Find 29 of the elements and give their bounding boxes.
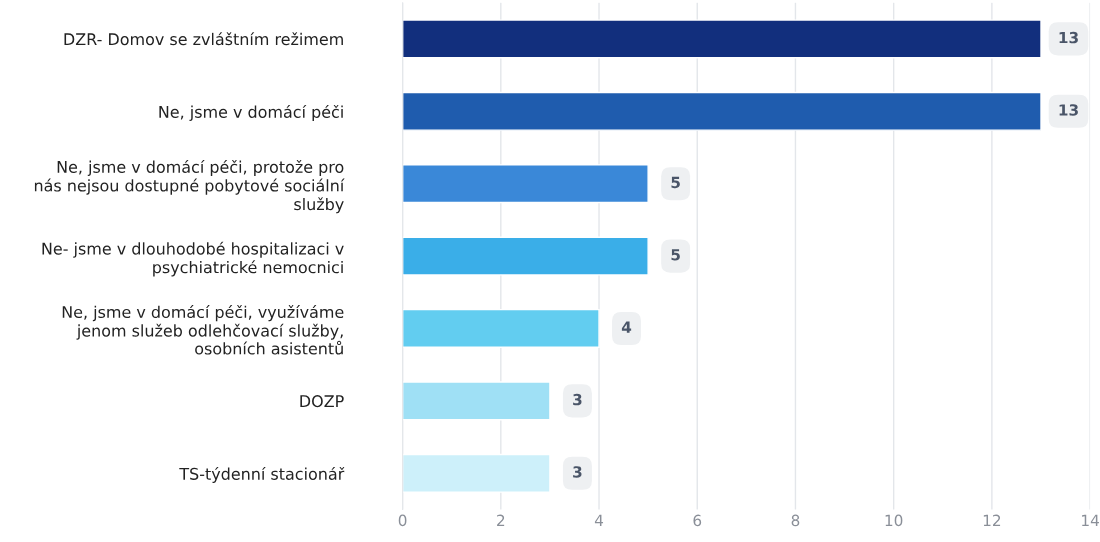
data-label: 4 xyxy=(621,321,632,333)
x-tick-label: 8 xyxy=(791,514,800,527)
data-label: 13 xyxy=(1059,104,1078,116)
y-tick-label: Ne- jsme v dlouhodobé hospitalizaci v psychiatrické nemocnici xyxy=(42,241,344,277)
x-tick-label: 0 xyxy=(398,514,407,527)
y-tick-label: TS-týdenní stacionář xyxy=(179,466,345,483)
bar xyxy=(402,164,649,204)
y-tick-label: Ne, jsme v domácí péči, protože pro nás nejsou dostupné pobytové sociální služby xyxy=(34,159,345,214)
data-label: 3 xyxy=(573,393,582,406)
bar xyxy=(402,236,649,276)
x-tick-label: 14 xyxy=(1082,514,1099,526)
x-tick-label: 12 xyxy=(983,514,1001,526)
data-label: 5 xyxy=(671,176,680,189)
y-tick-label: DOZP xyxy=(300,395,344,408)
y-tick-label: Ne, jsme v domácí péči, využíváme jenom služeb odlehčovací služby, osobních asistentů xyxy=(62,305,344,355)
x-tick-label: 4 xyxy=(594,514,604,526)
x-tick-label: 2 xyxy=(497,514,505,526)
bar xyxy=(402,308,600,349)
data-label: 5 xyxy=(671,249,680,261)
x-tick-label: 6 xyxy=(693,514,702,527)
y-tick-label: Ne, jsme v domácí péči xyxy=(159,104,343,122)
bar xyxy=(402,453,551,493)
y-tick-label: DZR- Domov se zvláštním režimem xyxy=(64,32,343,46)
bar xyxy=(402,19,1042,59)
data-label: 13 xyxy=(1059,31,1078,44)
bar xyxy=(402,381,551,421)
bar xyxy=(402,91,1042,131)
x-tick-label: 10 xyxy=(885,514,903,527)
data-label: 3 xyxy=(573,466,582,478)
